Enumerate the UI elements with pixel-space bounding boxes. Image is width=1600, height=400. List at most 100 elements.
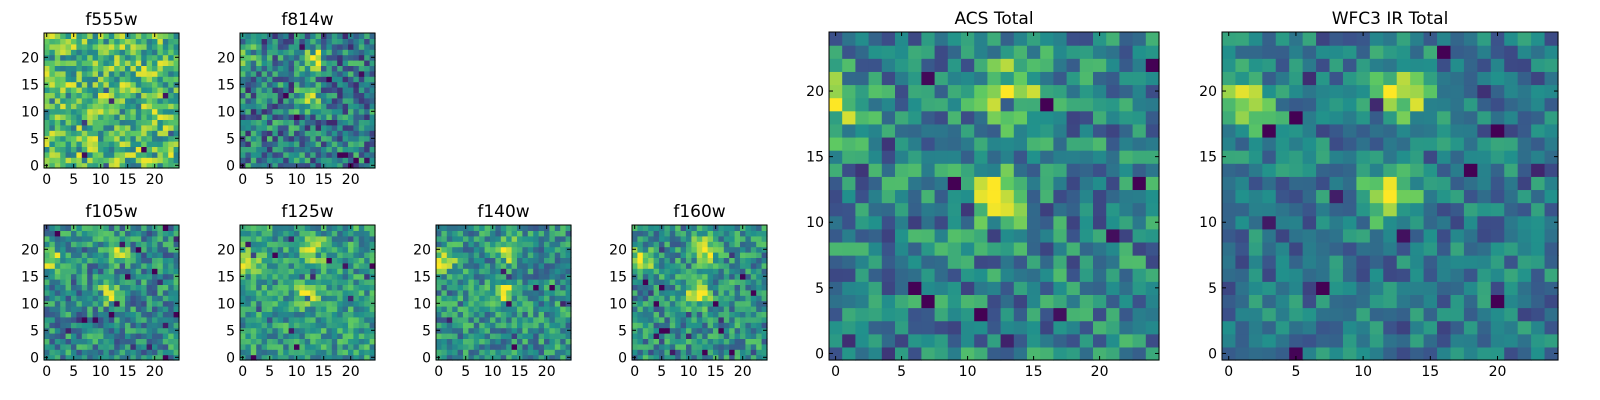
pixel-cell — [1369, 163, 1384, 177]
pixel-cell — [337, 295, 344, 302]
pixel-cell — [934, 294, 949, 309]
pixel-cell — [152, 92, 158, 99]
pixel-cell — [98, 295, 104, 302]
pixel-cell — [446, 246, 453, 253]
pixel-cell — [734, 327, 741, 334]
pixel-cell — [1316, 163, 1331, 177]
pixel-cell — [54, 146, 61, 153]
pixel-cell — [463, 235, 469, 242]
pixel-cell — [1053, 176, 1068, 191]
pixel-cell — [92, 268, 99, 275]
pixel-cell — [961, 32, 975, 46]
pixel-cell — [130, 279, 137, 285]
pixel-cell — [162, 65, 169, 72]
pixel-cell — [272, 257, 279, 264]
pixel-cell — [76, 151, 83, 158]
pixel-cell — [669, 322, 676, 329]
pixel-cell — [76, 119, 83, 126]
pixel-cell — [1437, 281, 1452, 295]
pixel-cell — [173, 343, 180, 350]
pixel-cell — [707, 327, 714, 334]
pixel-cell — [686, 241, 692, 248]
pixel-cell — [527, 295, 534, 302]
pixel-cell — [353, 241, 360, 248]
pixel-cell — [87, 279, 94, 285]
pixel-cell — [947, 97, 962, 112]
pixel-cell — [1262, 346, 1277, 361]
pixel-cell — [65, 124, 72, 131]
pixel-cell — [103, 33, 110, 39]
p-f140w-pixels — [436, 225, 572, 361]
pixel-cell — [463, 327, 469, 334]
pixel-cell — [119, 65, 126, 72]
pixel-cell — [961, 333, 975, 348]
pixel-cell — [707, 235, 714, 242]
pixel-cell — [277, 76, 284, 83]
pixel-cell — [1437, 333, 1452, 348]
pixel-cell — [1053, 58, 1068, 72]
pixel-cell — [76, 333, 83, 339]
pixel-cell — [162, 97, 169, 104]
pixel-cell — [245, 338, 252, 345]
pixel-cell — [533, 252, 540, 258]
pixel-cell — [162, 338, 169, 345]
pixel-cell — [65, 65, 72, 72]
pixel-cell — [277, 162, 284, 169]
pixel-cell — [54, 257, 61, 264]
pixel-cell — [331, 103, 338, 110]
pixel-cell — [60, 246, 67, 253]
pixel-cell — [1369, 241, 1384, 256]
pixel-cell — [369, 49, 376, 56]
pixel-cell — [256, 87, 263, 93]
pixel-cell — [560, 225, 567, 231]
pixel-cell — [152, 38, 158, 45]
pixel-cell — [522, 295, 529, 302]
pixel-cell — [76, 146, 83, 153]
pixel-cell — [723, 354, 730, 361]
pixel-cell — [283, 49, 290, 56]
pixel-cell — [756, 268, 763, 275]
pixel-cell — [272, 235, 279, 242]
pixel-cell — [326, 65, 333, 72]
pixel-cell — [522, 354, 529, 361]
pixel-cell — [842, 241, 856, 256]
pixel-cell — [364, 130, 371, 137]
pixel-cell — [1490, 346, 1505, 361]
pixel-cell — [446, 333, 453, 339]
pixel-cell — [119, 268, 126, 275]
pixel-cell — [261, 38, 268, 45]
pixel-cell — [162, 119, 169, 126]
pixel-cell — [103, 333, 110, 339]
pixel-cell — [680, 349, 687, 356]
pixel-cell — [479, 273, 486, 280]
pixel-cell — [718, 284, 725, 291]
pixel-cell — [135, 124, 142, 131]
pixel-cell — [304, 246, 311, 253]
pixel-cell — [1544, 281, 1559, 295]
pixel-cell — [664, 327, 671, 334]
pixel-cell — [81, 114, 88, 120]
pixel-cell — [908, 136, 922, 151]
pixel-cell — [157, 103, 164, 110]
pixel-cell — [299, 262, 306, 269]
pixel-cell — [1356, 294, 1371, 309]
pixel-cell — [267, 97, 273, 104]
pixel-cell — [348, 157, 354, 164]
pixel-cell — [855, 71, 870, 86]
pixel-cell — [283, 124, 290, 131]
pixel-cell — [675, 262, 682, 269]
pixel-cell — [114, 114, 121, 120]
pixel-cell — [1490, 333, 1505, 348]
pixel-cell — [65, 54, 72, 61]
pixel-cell — [114, 284, 121, 291]
pixel-cell — [441, 230, 448, 237]
pixel-cell — [54, 119, 61, 126]
pixel-cell — [549, 343, 556, 350]
pixel-cell — [1013, 150, 1028, 164]
pixel-cell — [294, 349, 300, 356]
pixel-cell — [750, 295, 757, 302]
pixel-cell — [152, 230, 158, 237]
pixel-cell — [1450, 189, 1465, 204]
pixel-cell — [245, 273, 252, 280]
pixel-cell — [1396, 255, 1411, 269]
